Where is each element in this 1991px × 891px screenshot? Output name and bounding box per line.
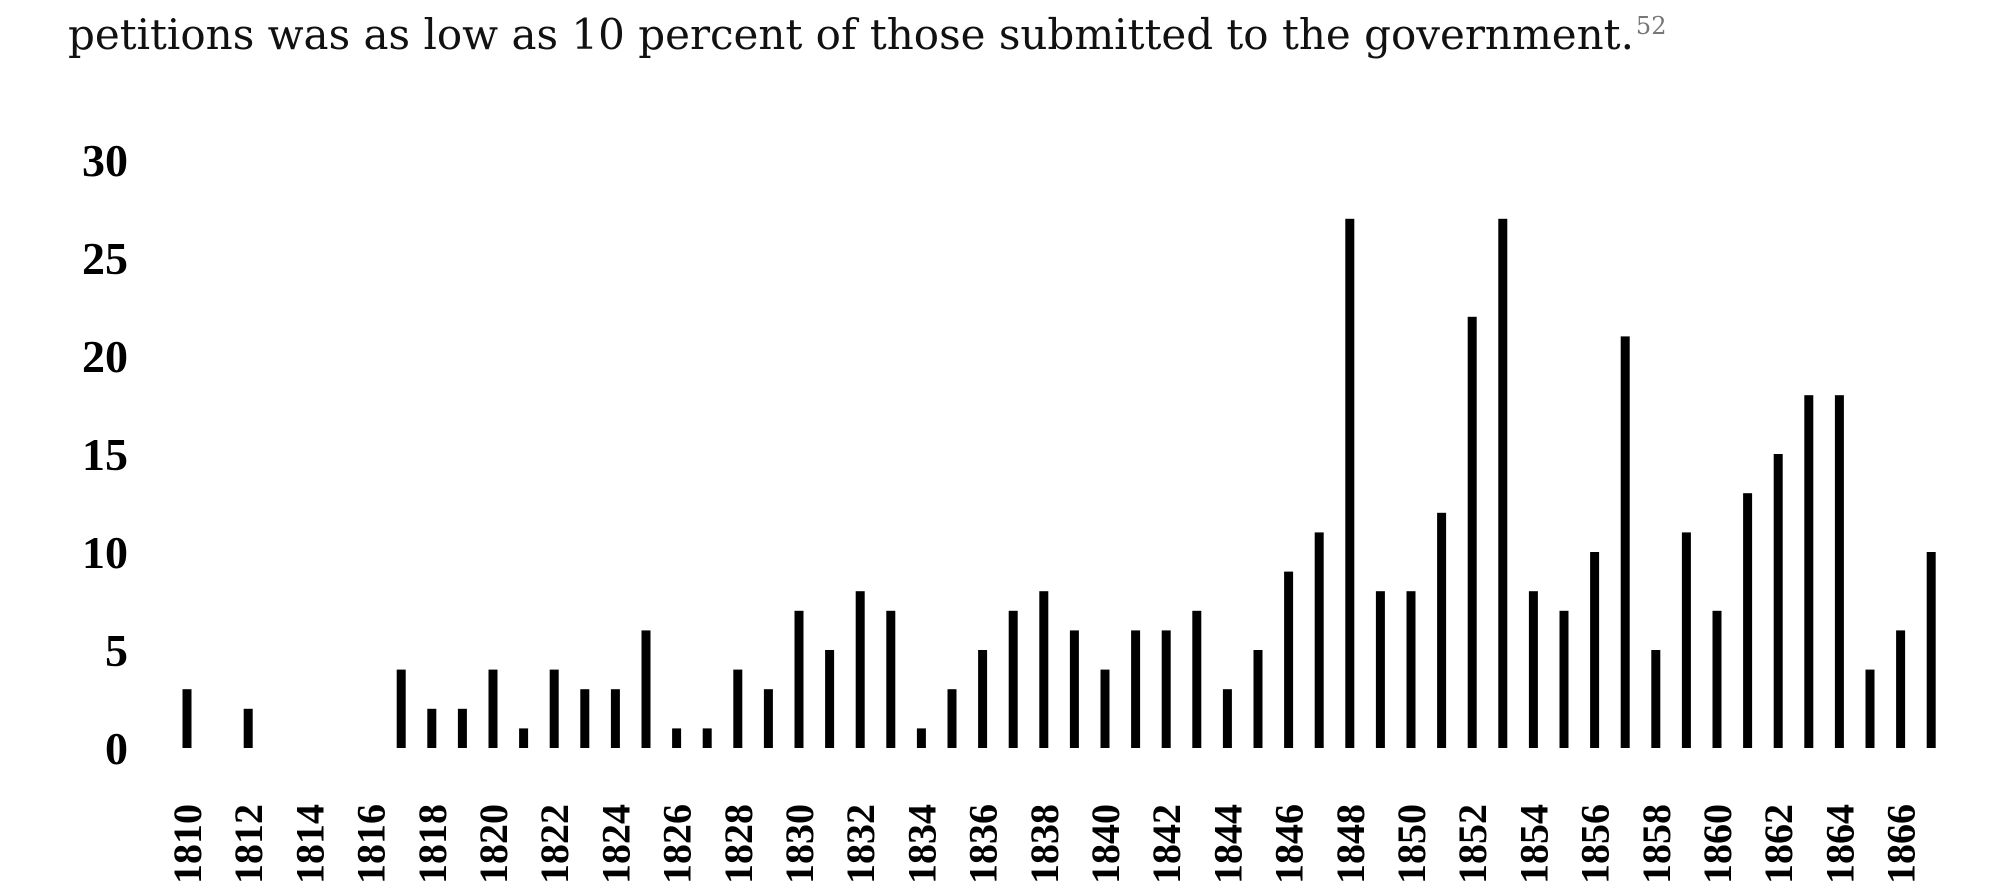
y-tick-label: 25 <box>82 233 128 284</box>
bar-1818 <box>427 708 437 748</box>
bar-1857 <box>1620 336 1630 748</box>
bar-1853 <box>1498 218 1508 749</box>
bar-1826 <box>672 728 682 748</box>
x-tick-label: 1810 <box>165 804 210 884</box>
bar-1860 <box>1712 610 1722 748</box>
x-tick-label: 1846 <box>1267 804 1312 884</box>
x-tick-label: 1838 <box>1022 804 1067 884</box>
x-tick-label: 1862 <box>1756 804 1801 884</box>
bar-1819 <box>457 708 467 748</box>
x-tick-label: 1858 <box>1634 804 1679 884</box>
bar-1812 <box>243 708 253 748</box>
bar-1855 <box>1559 610 1569 748</box>
bar-1864 <box>1834 395 1844 748</box>
bar-1856 <box>1590 552 1600 748</box>
y-tick-label: 15 <box>82 429 128 480</box>
bar-1845 <box>1253 650 1263 748</box>
x-tick-label: 1830 <box>777 804 822 884</box>
x-tick-label: 1826 <box>655 804 700 884</box>
bar-1838 <box>1039 591 1049 748</box>
bar-1840 <box>1100 669 1110 748</box>
bar-1861 <box>1743 493 1753 748</box>
bar-1827 <box>702 728 712 748</box>
x-tick-label: 1842 <box>1144 804 1189 884</box>
bar-1851 <box>1437 512 1447 748</box>
body-text-line: petitions was as low as 10 percent of th… <box>68 14 1666 56</box>
x-tick-label: 1834 <box>899 804 944 884</box>
bar-1867 <box>1926 552 1936 748</box>
bar-1852 <box>1467 316 1477 748</box>
x-tick-label: 1818 <box>410 804 455 884</box>
y-tick-label: 5 <box>105 625 128 676</box>
x-tick-label: 1822 <box>532 804 577 884</box>
x-tick-label: 1814 <box>287 804 332 884</box>
bar-1849 <box>1375 591 1385 748</box>
body-text: petitions was as low as 10 percent of th… <box>68 10 1634 59</box>
x-tick-label: 1866 <box>1879 804 1924 884</box>
bar-1858 <box>1651 650 1661 748</box>
x-tick-label: 1852 <box>1450 804 1495 884</box>
bar-1823 <box>580 689 590 748</box>
footnote-reference[interactable]: 52 <box>1635 12 1667 40</box>
bar-1837 <box>1008 610 1018 748</box>
bars <box>182 218 1936 749</box>
x-tick-label: 1856 <box>1573 804 1618 884</box>
x-tick-label: 1860 <box>1695 804 1740 884</box>
x-tick-label: 1864 <box>1817 804 1862 884</box>
bar-1865 <box>1865 669 1875 748</box>
x-tick-label: 1848 <box>1328 804 1373 884</box>
bar-1831 <box>825 650 835 748</box>
x-tick-label: 1854 <box>1511 804 1556 884</box>
bar-1842 <box>1161 630 1171 748</box>
bar-1863 <box>1804 395 1814 748</box>
bar-1810 <box>182 689 192 748</box>
bar-1833 <box>886 610 896 748</box>
bar-1824 <box>610 689 620 748</box>
bar-1832 <box>855 591 865 748</box>
x-tick-label: 1840 <box>1083 804 1128 884</box>
bar-1829 <box>763 689 773 748</box>
x-tick-label: 1816 <box>349 804 394 884</box>
bar-1836 <box>978 650 988 748</box>
x-tick-label: 1820 <box>471 804 516 884</box>
x-tick-label: 1824 <box>593 804 638 884</box>
bar-1846 <box>1284 571 1294 748</box>
y-tick-label: 0 <box>105 723 128 774</box>
bar-1854 <box>1528 591 1538 748</box>
x-tick-label: 1812 <box>226 804 271 884</box>
bar-1848 <box>1345 218 1355 749</box>
bar-1847 <box>1314 532 1324 748</box>
y-axis-ticks: 0 5 10 15 20 25 30 <box>82 135 128 774</box>
x-axis-ticks: 1810 1812 1814 1816 1818 1820 1822 1824 1826 1828… <box>165 804 1924 884</box>
bar-1866 <box>1896 630 1906 748</box>
x-tick-label: 1844 <box>1205 804 1250 884</box>
x-tick-label: 1850 <box>1389 804 1434 884</box>
x-tick-label: 1836 <box>961 804 1006 884</box>
bar-1841 <box>1131 630 1141 748</box>
bar-1817 <box>396 669 406 748</box>
bar-1862 <box>1773 454 1783 748</box>
y-tick-label: 30 <box>82 135 128 186</box>
bar-1825 <box>641 630 651 748</box>
bar-1820 <box>488 669 498 748</box>
bar-1834 <box>916 728 926 748</box>
bar-1850 <box>1406 591 1416 748</box>
y-tick-label: 10 <box>82 527 128 578</box>
bar-1821 <box>519 728 529 748</box>
x-tick-label: 1832 <box>838 804 883 884</box>
y-tick-label: 20 <box>82 331 128 382</box>
bar-1839 <box>1069 630 1079 748</box>
bar-1835 <box>947 689 957 748</box>
bar-1844 <box>1222 689 1232 748</box>
bar-1843 <box>1192 610 1202 748</box>
bar-1830 <box>794 610 804 748</box>
bar-1828 <box>733 669 743 748</box>
bar-1859 <box>1681 532 1691 748</box>
bar-1822 <box>549 669 559 748</box>
x-tick-label: 1828 <box>716 804 761 884</box>
